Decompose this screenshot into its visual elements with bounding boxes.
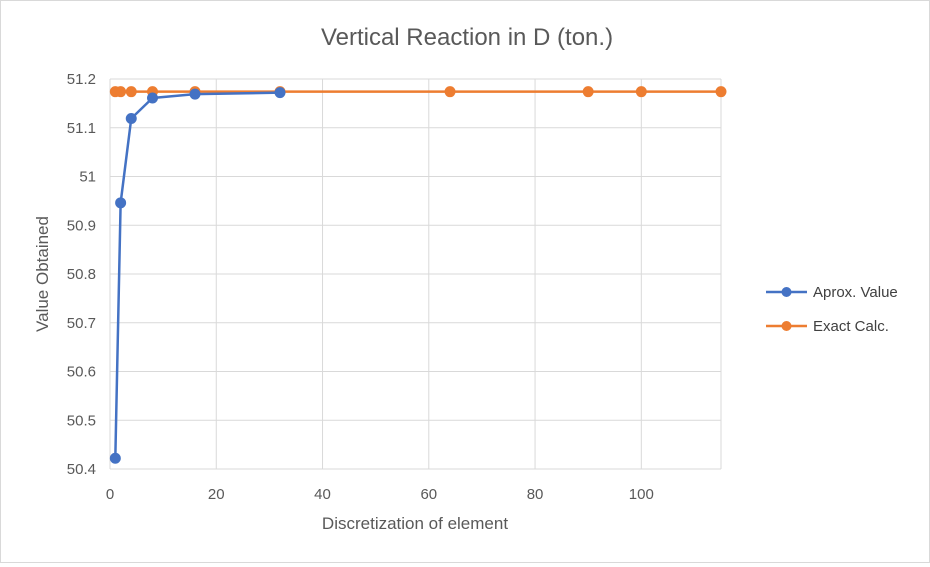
legend-item: Exact Calc. (766, 318, 889, 335)
y-axis-title: Value Obtained (33, 216, 52, 332)
legend-label: Aprox. Value (813, 284, 898, 301)
data-point (189, 88, 201, 100)
legend-label: Exact Calc. (813, 318, 889, 335)
y-tick-label: 50.9 (67, 217, 96, 234)
x-tick-label: 40 (314, 486, 331, 503)
data-point (444, 86, 456, 98)
grid-layer (109, 78, 722, 470)
data-point (125, 86, 137, 98)
data-point (635, 86, 647, 98)
data-point (125, 112, 137, 124)
x-axis-title: Discretization of element (322, 514, 508, 533)
x-tick-label: 0 (106, 486, 114, 503)
data-point (274, 87, 286, 99)
data-point (582, 86, 594, 98)
y-tick-label: 50.6 (67, 364, 96, 381)
data-point (147, 92, 159, 104)
series-line (114, 91, 282, 460)
data-point (109, 452, 121, 464)
y-tick-label: 50.8 (67, 266, 96, 283)
y-tick-label: 50.5 (67, 412, 96, 429)
chart-title: Vertical Reaction in D (ton.) (321, 24, 613, 51)
series-layer (109, 86, 727, 464)
x-tick-label: 80 (527, 486, 544, 503)
y-tick-label: 51.1 (67, 120, 96, 137)
y-tick-label: 50.4 (67, 461, 96, 478)
tick-labels: 50.4 50.5 50.6 50.7 50.8 50.9 51 51.1 51.2 0 20 40 6… (67, 71, 654, 503)
y-tick-label: 51.2 (67, 71, 96, 88)
x-tick-label: 20 (208, 486, 225, 503)
y-tick-label: 51 (79, 169, 96, 186)
legend: Aprox. Value Exact Calc. (766, 284, 898, 335)
data-point (115, 86, 127, 98)
y-tick-label: 50.7 (67, 315, 96, 332)
data-point (715, 86, 727, 98)
x-tick-label: 100 (629, 486, 654, 503)
legend-marker (781, 321, 792, 331)
legend-marker (781, 287, 792, 297)
data-point (115, 197, 127, 209)
x-tick-label: 60 (420, 486, 437, 503)
legend-item: Aprox. Value (766, 284, 898, 301)
series-aprox-value (109, 87, 286, 464)
